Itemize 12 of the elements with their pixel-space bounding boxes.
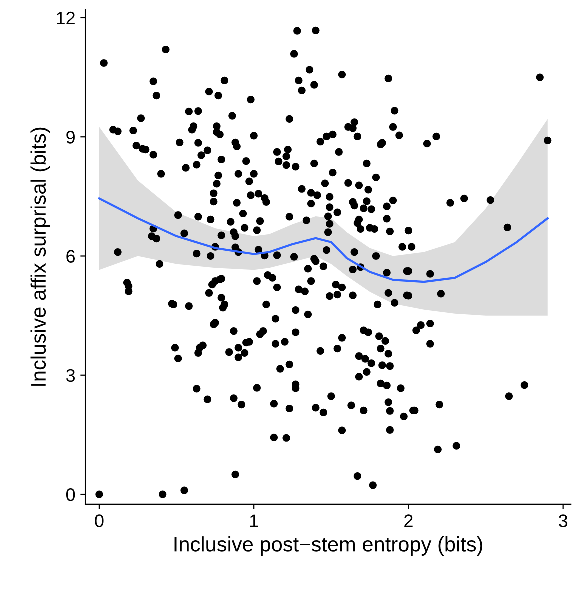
x-tick-label: 2: [404, 514, 413, 528]
y-tick-label: 0: [66, 488, 76, 502]
y-axis-title: Inclusive affix surprisal (bits): [30, 128, 50, 386]
y-tick-label: 3: [66, 369, 76, 382]
x-tick-label: 1: [250, 514, 258, 528]
x-tick-label: 0: [95, 514, 104, 528]
line-series: [98, 198, 549, 284]
y-tick-label: 6: [66, 250, 76, 263]
x-tick-label: 3: [559, 514, 568, 528]
y-tick-label: 9: [66, 131, 75, 144]
y-tick-label: 12: [57, 12, 75, 25]
x-axis-title: Inclusive post−stem entropy (bits): [174, 536, 482, 556]
